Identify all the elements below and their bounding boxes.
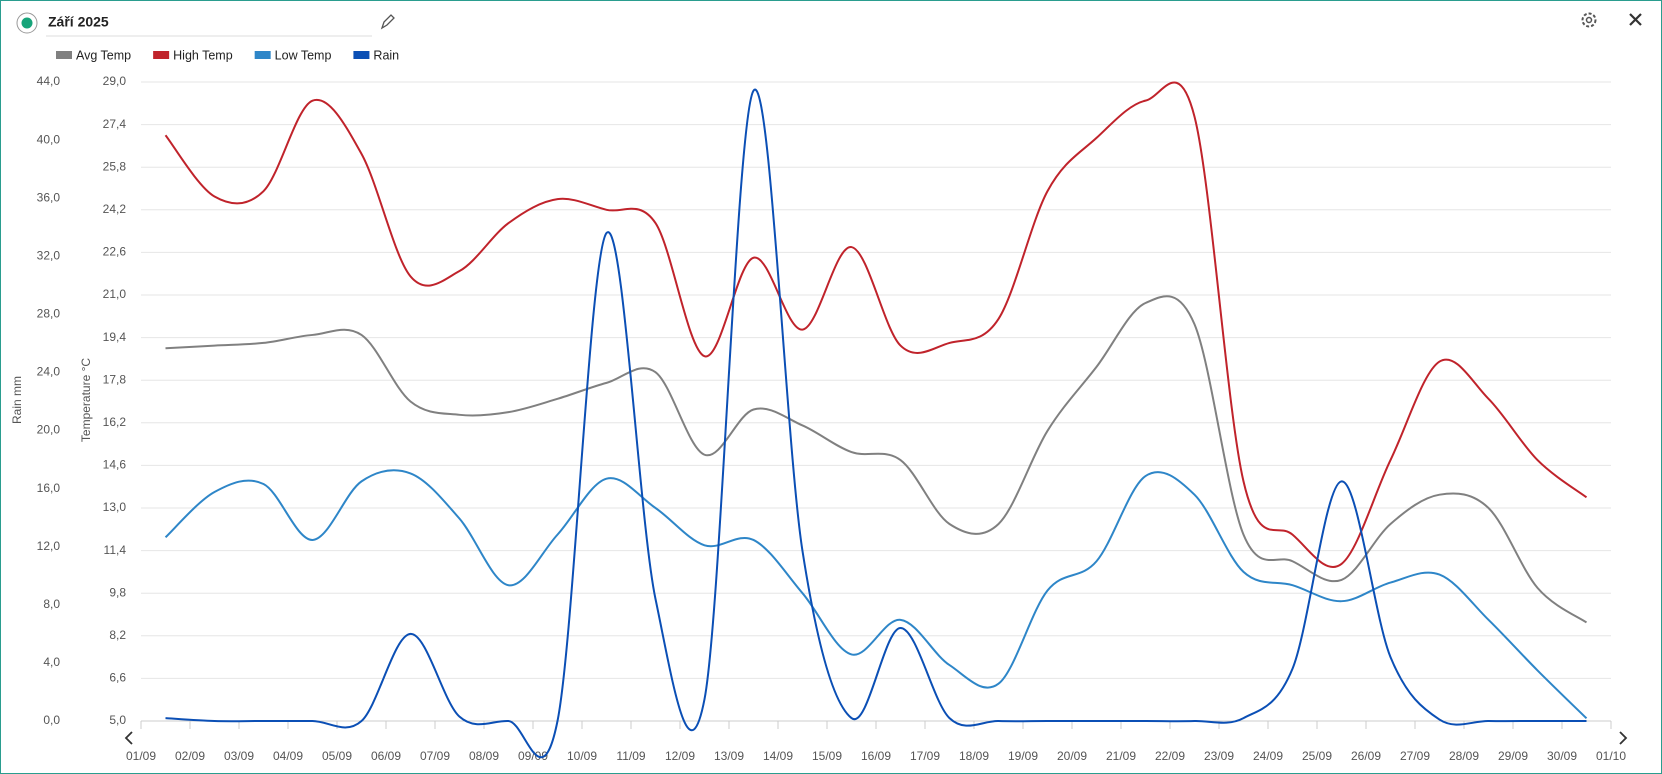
x-tick-label: 01/10 [1596,749,1626,763]
x-tick-label: 14/09 [763,749,793,763]
x-tick-label: 17/09 [910,749,940,763]
legend-swatch [254,51,271,59]
legend-swatch [153,51,170,59]
x-tick-label: 27/09 [1400,749,1430,763]
y-tick-label: 16,2 [103,415,127,429]
legend-label: Rain [373,48,399,62]
series-line [164,469,1588,720]
edit-icon[interactable] [380,14,395,30]
y-tick-label: 27,4 [103,117,127,131]
x-tick-label: 18/09 [959,749,989,763]
chart-title: Září 2025 [48,14,109,30]
y-tick-label: 13,0 [103,500,127,514]
x-tick-label: 30/09 [1547,749,1577,763]
x-tick-label: 28/09 [1449,749,1479,763]
x-tick-label: 10/09 [567,749,597,763]
y2-axis-title: Rain mm [10,376,24,424]
x-tick-label: 20/09 [1057,749,1087,763]
x-tick-label: 05/09 [322,749,352,763]
y2-tick-label: 40,0 [37,132,61,146]
y-tick-label: 9,8 [109,585,126,599]
y-axis-title: Temperature °C [79,358,93,442]
x-tick-label: 23/09 [1204,749,1234,763]
y-tick-label: 19,4 [103,330,127,344]
x-tick-label: 29/09 [1498,749,1528,763]
x-tick-label: 04/09 [273,749,303,763]
y-tick-label: 14,6 [103,458,127,472]
x-tick-label: 02/09 [175,749,205,763]
legend-label: Avg Temp [76,48,131,62]
x-tick-label: 08/09 [469,749,499,763]
x-tick-label: 09/09 [518,749,548,763]
x-tick-label: 11/09 [616,749,645,763]
y-tick-label: 11,4 [104,543,127,557]
x-tick-label: 24/09 [1253,749,1283,763]
status-dot [21,17,33,29]
x-tick-label: 19/09 [1008,749,1038,763]
series-line [165,88,1587,759]
y-tick-label: 29,0 [103,74,127,88]
x-tick-label: 03/09 [224,749,254,763]
x-tick-label: 07/09 [420,749,450,763]
x-tick-label: 16/09 [861,749,891,763]
y2-tick-label: 12,0 [37,539,61,553]
y-tick-label: 24,2 [103,202,127,216]
settings-icon[interactable] [1581,12,1597,28]
y-tick-label: 22,6 [103,245,127,259]
x-tick-label: 13/09 [714,749,744,763]
x-tick-label: 25/09 [1302,749,1332,763]
x-tick-label: 22/09 [1155,749,1185,763]
y-tick-label: 8,2 [109,628,126,642]
y-tick-label: 25,8 [103,159,127,173]
y-tick-label: 5,0 [109,713,126,727]
x-tick-label: 26/09 [1351,749,1381,763]
y2-tick-label: 44,0 [37,74,61,88]
legend-swatch [353,51,370,59]
series-line [165,295,1588,624]
legend-label: High Temp [173,48,233,62]
legend-swatch [56,51,72,59]
x-tick-label: 01/09 [126,749,156,763]
x-tick-label: 06/09 [371,749,401,763]
legend-label: Low Temp [275,48,332,62]
y2-tick-label: 32,0 [37,248,61,262]
y2-tick-label: 28,0 [37,307,61,321]
y-tick-label: 6,6 [109,671,126,685]
y2-tick-label: 8,0 [43,597,60,611]
y2-tick-label: 20,0 [37,423,61,437]
next-arrow[interactable] [1619,731,1628,745]
series-line [164,81,1588,568]
y2-tick-label: 16,0 [37,481,61,495]
close-icon[interactable] [1629,13,1642,26]
x-tick-label: 21/09 [1106,749,1136,763]
y-tick-label: 21,0 [103,287,127,301]
y2-tick-label: 36,0 [37,190,61,204]
y2-tick-label: 24,0 [37,365,61,379]
y2-tick-label: 0,0 [43,713,60,727]
x-tick-label: 15/09 [812,749,842,763]
y2-tick-label: 4,0 [43,655,60,669]
x-tick-label: 12/09 [665,749,695,763]
y-tick-label: 17,8 [103,372,127,386]
prev-arrow[interactable] [124,731,133,745]
